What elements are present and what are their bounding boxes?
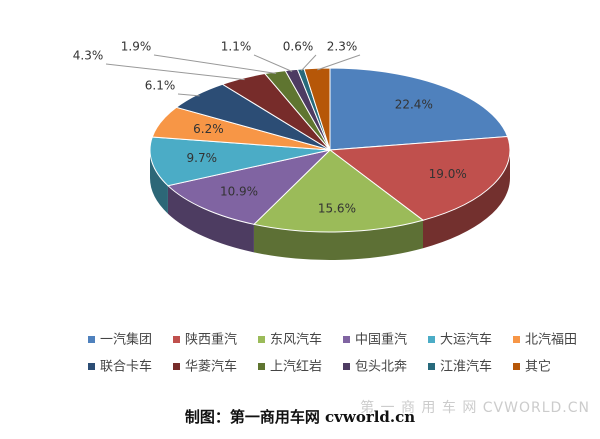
- data-label: 1.1%: [221, 40, 252, 54]
- slice-side: [253, 220, 423, 260]
- legend-label: 东风汽车: [270, 332, 322, 348]
- legend-swatch: [258, 363, 265, 370]
- legend-label: 上汽红岩: [270, 359, 322, 375]
- slice: [329, 67, 509, 151]
- slice-side: [150, 150, 168, 214]
- legend-label: 江淮汽车: [440, 359, 492, 375]
- slice: [303, 67, 331, 151]
- data-label: 2.3%: [327, 40, 358, 54]
- data-label: 10.9%: [220, 185, 258, 199]
- legend-swatch: [428, 363, 435, 370]
- leader-line: [300, 54, 317, 72]
- legend-label: 包头北奔: [355, 360, 407, 375]
- legend-swatch: [258, 336, 265, 343]
- legend-swatch: [343, 363, 350, 370]
- data-label: 19.0%: [429, 167, 467, 181]
- legend-label: 大运汽车: [440, 332, 492, 348]
- legend-label: 其它: [525, 359, 551, 375]
- leader-line: [153, 54, 277, 74]
- legend-swatch: [513, 363, 520, 370]
- slice: [149, 136, 331, 187]
- legend-swatch: [428, 336, 435, 343]
- legend-swatch: [513, 336, 520, 343]
- data-label: 9.7%: [187, 151, 218, 165]
- leader-line: [253, 54, 293, 72]
- leader-line: [105, 63, 245, 81]
- data-label: 15.6%: [318, 201, 356, 215]
- legend-label: 华菱汽车: [185, 359, 237, 375]
- legend-label: 北汽福田: [525, 333, 577, 348]
- data-label: 1.9%: [121, 40, 152, 54]
- legend-label: 中国重汽: [355, 332, 407, 348]
- slice-side: [167, 185, 254, 253]
- data-label: 22.4%: [395, 97, 433, 111]
- legend-swatch: [173, 363, 180, 370]
- data-label: 6.2%: [193, 122, 224, 136]
- slice: [252, 149, 425, 233]
- slice-side: [422, 150, 510, 249]
- data-label: 0.6%: [283, 40, 314, 54]
- legend-swatch: [88, 336, 95, 343]
- leader-line: [317, 54, 361, 71]
- source: 制图：第一商用车网 cvworld.cn: [185, 408, 415, 426]
- leader-line: [177, 93, 200, 97]
- slice: [166, 149, 332, 225]
- slice: [328, 136, 511, 221]
- legend-swatch: [343, 336, 350, 343]
- legend-label: 联合卡车: [100, 359, 152, 375]
- legend-label: 一汽集团: [100, 332, 152, 348]
- data-label: 6.1%: [145, 79, 176, 93]
- legend-label: 陕西重汽: [185, 332, 237, 348]
- watermark: 第 一 商 用 车 网 CVWORLD.CN: [360, 399, 590, 416]
- legend-swatch: [88, 363, 95, 370]
- legend-swatch: [173, 336, 180, 343]
- data-label: 4.3%: [73, 49, 104, 63]
